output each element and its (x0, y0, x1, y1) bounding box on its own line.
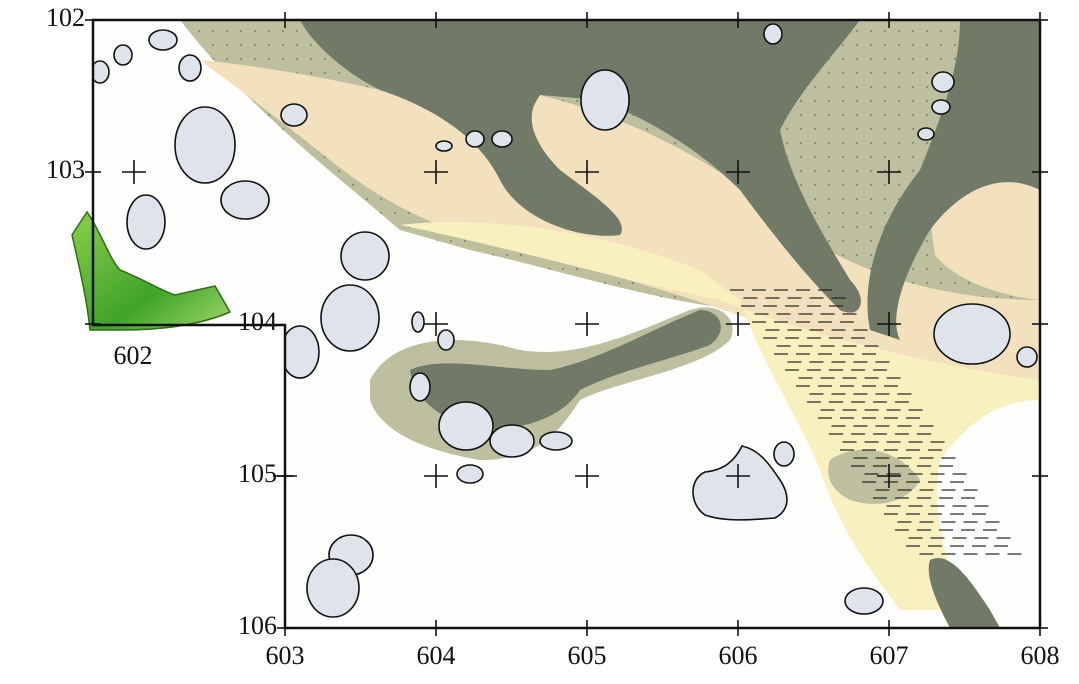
island (174, 106, 236, 184)
island (763, 23, 783, 45)
island (340, 231, 390, 281)
island (126, 194, 166, 250)
tan-zone (930, 170, 1040, 300)
dark-zone (300, 20, 861, 313)
island (917, 127, 935, 141)
island (931, 71, 955, 93)
island (280, 103, 308, 127)
x-tick-label: 608 (1021, 641, 1060, 670)
islands (93, 23, 1038, 618)
island (489, 424, 535, 458)
dark-zone (410, 310, 721, 430)
grid: 603 604 605 606 607 608 102 103 104 105 106 (46, 3, 1060, 670)
island (844, 587, 884, 615)
x-tick-label: 606 (719, 641, 758, 670)
island (409, 372, 431, 402)
island (491, 130, 513, 148)
island (931, 99, 951, 115)
x-tick-label: 604 (417, 641, 456, 670)
pale-zone (400, 222, 1040, 610)
island (178, 54, 202, 82)
y-tick-label: 105 (238, 459, 277, 488)
olive-zone (828, 449, 920, 504)
y-tick-label: 102 (46, 3, 85, 32)
x-tick-label: 603 (266, 641, 305, 670)
y-tick-label: 104 (238, 307, 277, 336)
island (580, 69, 630, 131)
island (306, 558, 360, 618)
island (456, 464, 484, 484)
x-tick-label: 605 (568, 641, 607, 670)
island (435, 140, 453, 152)
seabed-zones (93, 20, 1040, 628)
y-tick-label: 103 (46, 155, 85, 184)
y-tick-label: 106 (238, 611, 277, 640)
x-tick-label: 607 (870, 641, 909, 670)
island (1016, 346, 1038, 368)
island (220, 180, 270, 220)
dark-zone (867, 20, 1040, 340)
island (933, 303, 1011, 365)
island (539, 431, 573, 451)
island (437, 329, 455, 351)
island (93, 60, 110, 84)
island (411, 311, 425, 333)
island (438, 401, 494, 451)
dark-zone (928, 558, 1000, 628)
island (320, 284, 380, 352)
area-label: 602 (114, 341, 153, 370)
green-zone (71, 210, 232, 331)
island (773, 441, 795, 467)
crossed-area (692, 445, 788, 521)
hatch-area (730, 289, 1022, 555)
island (465, 130, 485, 148)
island (280, 325, 320, 379)
island (113, 44, 133, 66)
island (148, 29, 178, 51)
